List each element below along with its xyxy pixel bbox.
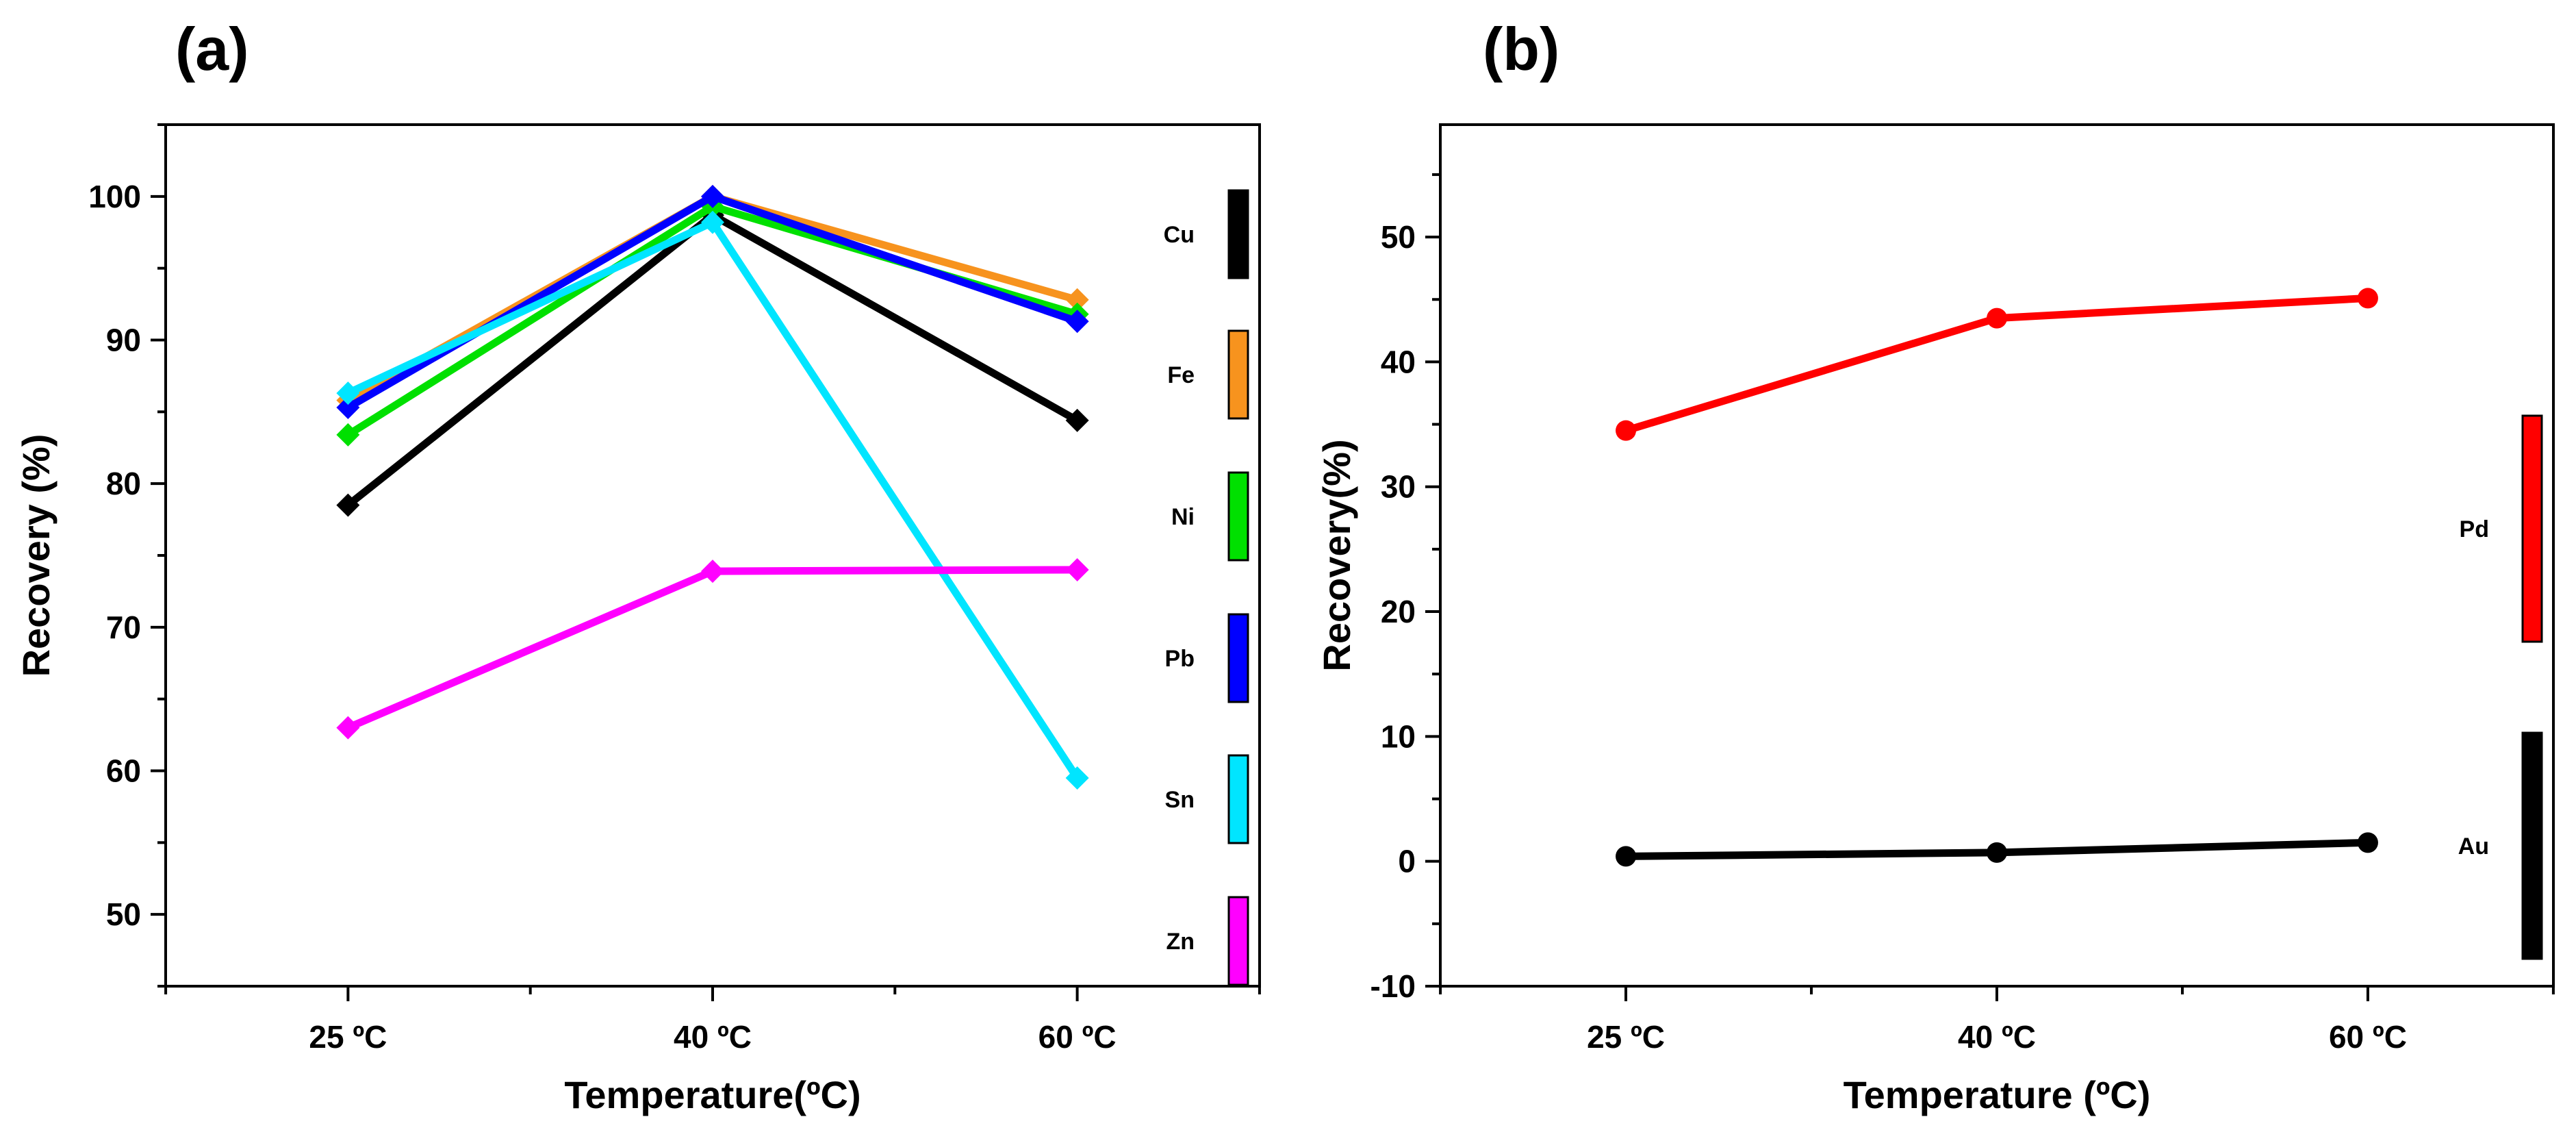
y-tick-label: 50	[1381, 219, 1416, 255]
y-tick-label: 60	[106, 753, 141, 789]
x-tick-label: 40 ºC	[1958, 1019, 2036, 1055]
data-point-cu	[1065, 408, 1089, 432]
legend-label-ni: Ni	[1171, 504, 1195, 530]
data-point-zn	[1065, 557, 1089, 581]
legend-swatch-au	[2521, 731, 2543, 960]
series-line-cu	[344, 211, 1082, 510]
legend-swatch-pd	[2521, 414, 2543, 643]
data-point-sn	[1065, 766, 1089, 790]
data-point-pd	[2357, 288, 2378, 309]
x-tick-label: 60 ºC	[1038, 1019, 1117, 1055]
data-point-pb	[701, 184, 724, 208]
data-point-ni	[336, 423, 360, 447]
y-tick-label: 40	[1381, 344, 1416, 379]
legend-swatch-cu	[1227, 189, 1249, 279]
y-tick-label: 50	[106, 896, 141, 932]
legend-label-au: Au	[2458, 833, 2489, 859]
legend-label-sn: Sn	[1165, 787, 1195, 813]
x-axis-title: Temperature(ºC)	[564, 1073, 860, 1116]
series-line-zn	[344, 566, 1082, 732]
panel-label: (a)	[175, 15, 249, 83]
data-point-cu	[336, 493, 360, 517]
y-tick-label: 80	[106, 466, 141, 501]
data-point-au	[1616, 846, 1637, 867]
data-point-pb	[336, 396, 360, 420]
x-axis-title: Temperature (ºC)	[1844, 1073, 2151, 1116]
y-tick-label: -10	[1370, 968, 1416, 1004]
x-tick-label: 25 ºC	[309, 1019, 387, 1055]
data-point-pd	[1616, 420, 1637, 441]
y-tick-label: 20	[1381, 594, 1416, 629]
y-tick-label: 0	[1398, 844, 1416, 879]
legend-swatch-sn	[1227, 754, 1249, 844]
data-point-au	[1987, 842, 2007, 863]
data-point-au	[2357, 832, 2378, 853]
y-tick-label: 10	[1381, 718, 1416, 754]
legend-swatch-fe	[1227, 329, 1249, 420]
data-point-fe	[1065, 288, 1089, 312]
panel-a-chart: (a) 50 60 70 80 90 100 25 ºC 40 ºC 60 ºC Temperatu…	[14, 15, 1261, 1116]
data-point-zn	[701, 560, 724, 583]
x-tick-label: 25 ºC	[1587, 1019, 1665, 1055]
legend-label-fe: Fe	[1167, 362, 1195, 388]
plot-frame	[164, 123, 1261, 988]
data-point-pb	[1065, 310, 1089, 334]
x-tick-label: 40 ºC	[674, 1019, 752, 1055]
legend-label-cu: Cu	[1164, 222, 1195, 248]
data-point-zn	[336, 716, 360, 740]
legend-swatch-pb	[1227, 613, 1249, 703]
y-tick-label: 90	[106, 323, 141, 358]
data-point-sn	[701, 210, 724, 234]
legend-label-zn: Zn	[1166, 929, 1195, 955]
y-tick-label: 100	[88, 179, 141, 214]
y-tick-label: 70	[106, 610, 141, 645]
series-line-sn	[344, 218, 1082, 782]
legend-label-pd: Pd	[2460, 516, 2489, 542]
legend-swatch-ni	[1227, 471, 1249, 562]
series-line-ni	[344, 203, 1082, 439]
panel-label: (b)	[1483, 15, 1559, 83]
legend-swatch-zn	[1227, 896, 1249, 986]
legend-label-pb: Pb	[1165, 646, 1195, 672]
y-axis-title: Recovery (%)	[14, 434, 58, 677]
y-tick-label: 30	[1381, 469, 1416, 505]
data-point-pd	[1987, 307, 2007, 329]
y-axis-title: Recovery(%)	[1315, 439, 1358, 671]
x-tick-label: 60 ºC	[2329, 1019, 2407, 1055]
panel-b-chart: (b) -10 0 10 20 30 40 50 25 ºC 40 ºC 60 ºC Temperat…	[1315, 15, 2555, 1116]
data-point-sn	[336, 381, 360, 405]
